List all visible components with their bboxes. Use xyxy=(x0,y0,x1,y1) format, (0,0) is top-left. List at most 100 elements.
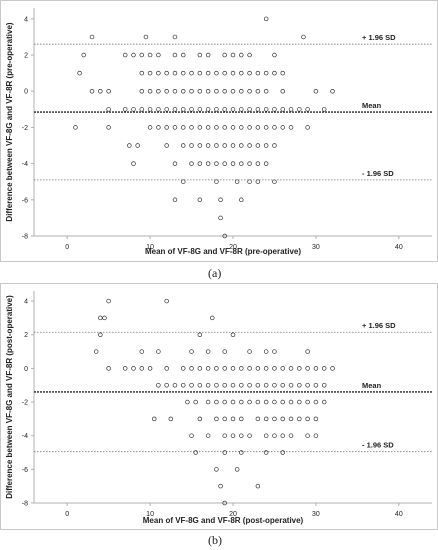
data-point xyxy=(263,125,269,130)
data-point xyxy=(147,52,153,58)
data-point xyxy=(205,433,211,438)
data-point xyxy=(197,382,203,388)
data-point xyxy=(255,179,261,184)
data-point xyxy=(214,107,219,112)
data-point xyxy=(255,483,261,489)
data-point xyxy=(222,233,227,239)
data-point xyxy=(280,88,286,94)
data-point xyxy=(280,399,286,405)
data-point xyxy=(280,107,286,112)
data-point xyxy=(106,366,111,371)
data-point xyxy=(321,382,327,388)
data-point xyxy=(222,107,227,112)
data-point xyxy=(239,161,244,166)
data-point xyxy=(272,70,277,76)
data-point xyxy=(193,450,198,455)
data-point xyxy=(131,161,136,166)
data-point xyxy=(247,52,252,58)
data-point xyxy=(280,433,286,438)
data-point xyxy=(77,70,82,76)
data-point xyxy=(288,382,294,388)
data-point xyxy=(305,433,310,438)
data-point xyxy=(189,382,194,388)
data-point xyxy=(288,399,294,405)
data-point xyxy=(131,366,136,371)
data-point xyxy=(313,399,319,405)
data-point xyxy=(197,197,203,203)
data-point xyxy=(247,88,252,94)
data-point xyxy=(172,34,178,40)
data-point xyxy=(139,70,145,76)
data-point xyxy=(214,161,219,166)
data-point xyxy=(197,107,203,112)
data-point xyxy=(164,88,169,94)
data-point xyxy=(139,107,145,112)
y-tick-label: 2 xyxy=(24,332,28,339)
data-point xyxy=(263,107,269,112)
x-tick-label: 30 xyxy=(312,244,320,251)
data-point xyxy=(247,382,252,388)
data-point xyxy=(214,125,219,130)
data-point xyxy=(205,399,211,405)
data-point xyxy=(234,179,240,184)
y-tick-label: 0 xyxy=(24,366,28,373)
data-point xyxy=(164,70,169,76)
data-point xyxy=(147,88,153,94)
data-point xyxy=(222,399,227,405)
x-tick-label: 40 xyxy=(395,244,403,251)
data-point xyxy=(147,366,153,371)
data-point xyxy=(263,433,269,438)
data-point xyxy=(255,70,261,76)
data-point xyxy=(297,107,302,112)
data-point xyxy=(89,34,95,40)
data-point xyxy=(214,70,219,76)
y-tick-label: -4 xyxy=(22,433,28,440)
data-point xyxy=(193,399,198,405)
data-point xyxy=(255,143,261,148)
data-point xyxy=(288,433,294,438)
data-point xyxy=(98,315,103,321)
data-point xyxy=(280,382,286,388)
data-point xyxy=(222,125,227,130)
x-tick-label: 20 xyxy=(229,244,237,251)
y-tick-label: -2 xyxy=(22,400,28,407)
data-point xyxy=(239,197,244,203)
data-point xyxy=(263,16,269,22)
data-point xyxy=(205,125,211,130)
data-point xyxy=(210,315,215,321)
data-point xyxy=(272,52,277,58)
data-point xyxy=(151,416,157,422)
data-point xyxy=(122,52,128,58)
reference-line-label: Mean xyxy=(362,101,382,110)
reference-line-label: + 1.96 SD xyxy=(362,33,396,42)
y-tick-label: -4 xyxy=(22,161,28,168)
data-point xyxy=(313,382,319,388)
data-point xyxy=(122,107,128,112)
data-point xyxy=(106,107,111,112)
data-point xyxy=(185,399,190,405)
data-point xyxy=(230,143,236,148)
data-point xyxy=(255,161,261,166)
data-point xyxy=(230,332,236,337)
bland-altman-post-operative-chart: 0 10 20 30 40 -8 -6 -4 -2 0 2 4 + 1.96 SD Mean - 1.96 … xyxy=(5,291,432,525)
x-tick-label: 40 xyxy=(395,511,403,518)
data-point xyxy=(222,382,227,388)
data-point xyxy=(313,416,319,422)
data-point xyxy=(297,399,302,405)
data-point xyxy=(197,416,203,422)
data-point xyxy=(197,70,203,76)
data-point xyxy=(139,349,145,354)
y-axis-label: Difference between VF-8G and VF-8R (post… xyxy=(5,295,14,499)
data-point xyxy=(305,416,310,422)
data-point xyxy=(197,161,203,166)
x-tick-label: 10 xyxy=(146,244,154,251)
data-point xyxy=(189,143,194,148)
data-point xyxy=(164,382,169,388)
data-point xyxy=(321,107,327,112)
data-point xyxy=(255,382,261,388)
data-point xyxy=(230,161,236,166)
data-point xyxy=(156,52,161,58)
data-point xyxy=(313,366,319,371)
data-point xyxy=(222,433,227,438)
data-point xyxy=(214,143,219,148)
